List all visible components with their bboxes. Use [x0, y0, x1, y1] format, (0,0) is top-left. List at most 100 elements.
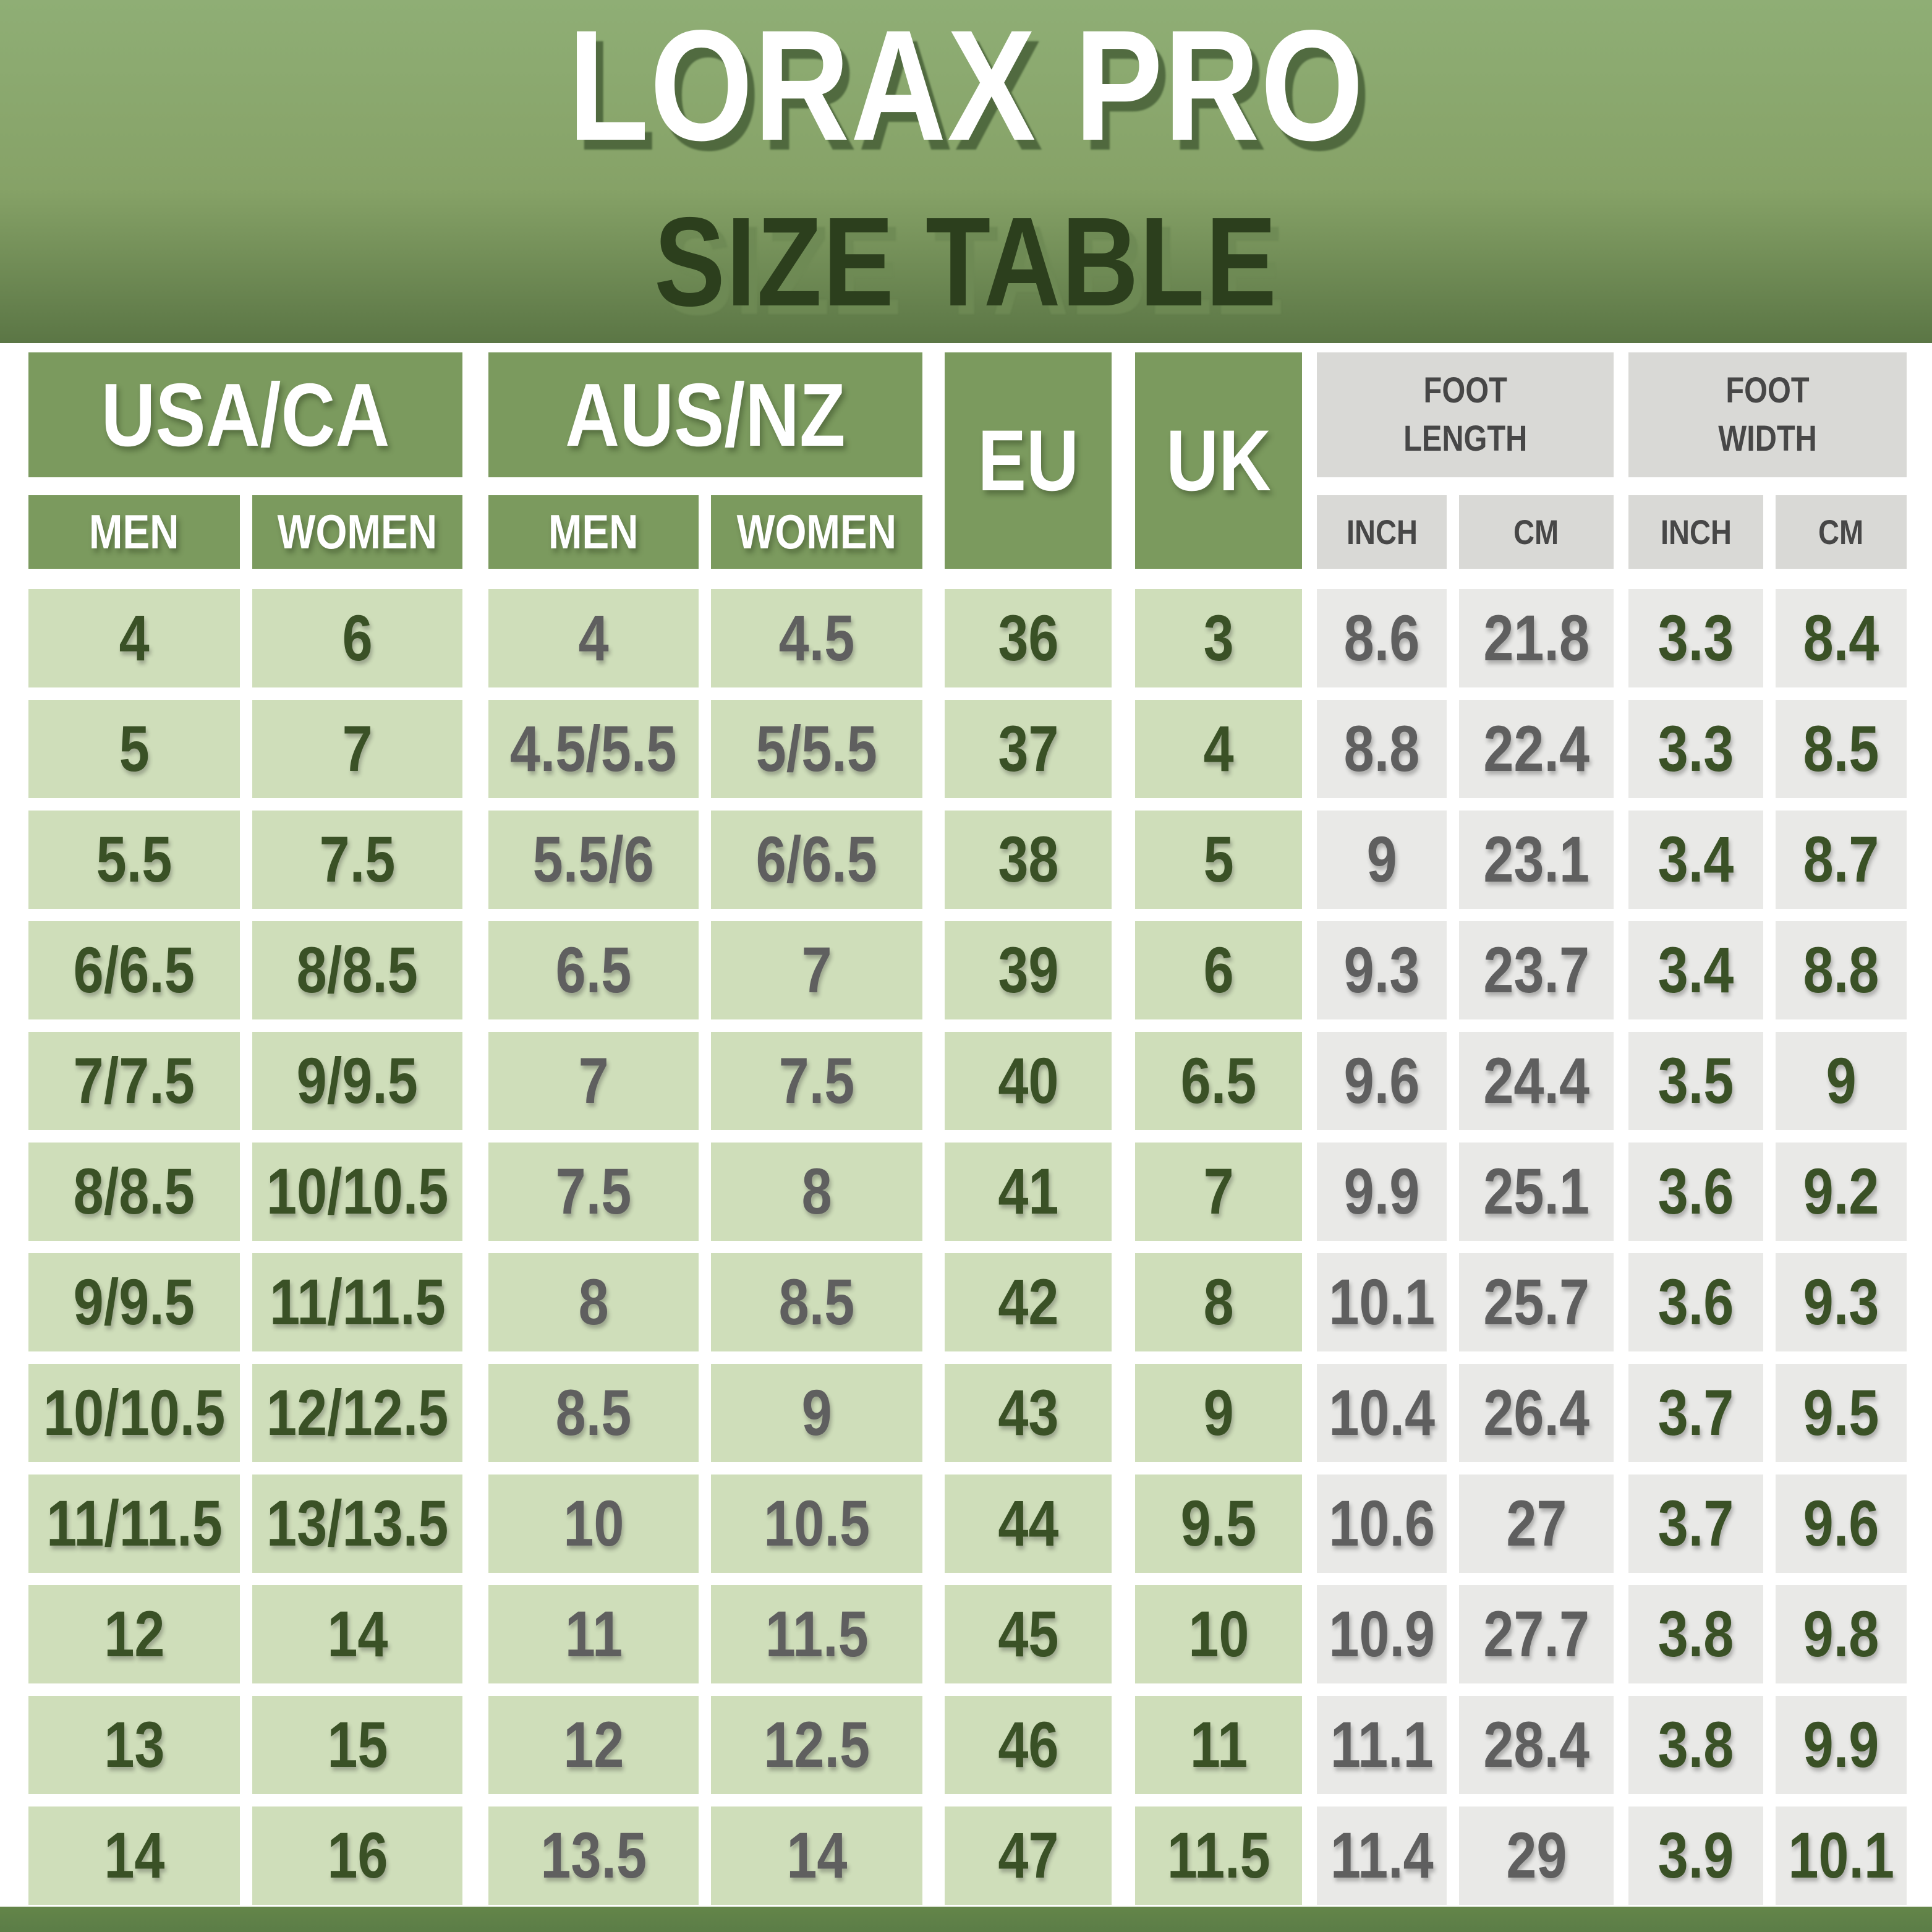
table-cell: 9.6 [1776, 1475, 1907, 1573]
col-group-foot-width-label: FOOT WIDTH [1718, 370, 1817, 459]
table-cell: 42 [945, 1253, 1112, 1351]
table-cell: 9.5 [1776, 1364, 1907, 1462]
col-group-foot-length-label: FOOT LENGTH [1403, 370, 1528, 459]
col-header-width-inch-label: INCH [1660, 512, 1732, 551]
table-cell: 10/10.5 [252, 1143, 462, 1241]
cell-value: 3.5 [1658, 1044, 1734, 1117]
page-subtitle-text: SIZE TABLE [654, 191, 1278, 333]
cell-value: 7 [342, 712, 373, 785]
cell-value: 8 [1203, 1266, 1234, 1338]
cell-value: 9.5 [1803, 1376, 1879, 1449]
cell-value: 11.1 [1330, 1708, 1434, 1781]
cell-value: 13 [103, 1708, 165, 1781]
cell-value: 12 [563, 1708, 624, 1781]
cell-value: 3.4 [1658, 823, 1734, 896]
cell-value: 8 [801, 1155, 832, 1228]
cell-value: 5/5.5 [755, 712, 878, 785]
table-cell: 8.8 [1776, 921, 1907, 1019]
cell-value: 5 [119, 712, 150, 785]
cell-value: 6/6.5 [755, 823, 878, 896]
table-cell: 15 [252, 1696, 462, 1794]
table-cell: 10 [488, 1475, 699, 1573]
cell-value: 8/8.5 [73, 1155, 195, 1228]
col-header-width-cm-label: CM [1818, 512, 1864, 551]
cell-value: 43 [997, 1376, 1059, 1449]
table-cell: 4.5 [711, 589, 922, 687]
cell-value: 14 [786, 1819, 848, 1892]
table-cell: 10.5 [711, 1475, 922, 1573]
cell-value: 11/11.5 [269, 1266, 446, 1338]
col-group-usa-ca: USA/CA [28, 352, 462, 477]
cell-value: 5.5 [96, 823, 172, 896]
table-cell: 6 [252, 589, 462, 687]
table-cell: 7 [711, 921, 922, 1019]
table-cell: 8.8 [1317, 700, 1447, 798]
cell-value: 9 [1366, 823, 1397, 896]
cell-value: 27 [1505, 1487, 1567, 1560]
table-cell: 13 [28, 1696, 240, 1794]
table-cell: 44 [945, 1475, 1112, 1573]
table-cell: 3.7 [1628, 1475, 1763, 1573]
table-cell: 3.8 [1628, 1696, 1763, 1794]
cell-value: 7 [1203, 1155, 1234, 1228]
cell-value: 3.4 [1658, 934, 1734, 1006]
size-table: USA/CA AUS/NZ EU UK FOOT LENGTH FOOT WID… [28, 352, 1907, 1905]
cell-value: 9.8 [1803, 1598, 1879, 1670]
table-cell: 10.9 [1317, 1585, 1447, 1683]
table-cell: 11.5 [711, 1585, 922, 1683]
table-cell: 3.6 [1628, 1253, 1763, 1351]
col-group-aus-nz-label: AUS/NZ [565, 364, 846, 465]
table-cell: 24.4 [1459, 1032, 1614, 1130]
table-cell: 9.9 [1776, 1696, 1907, 1794]
cell-value: 14 [326, 1598, 388, 1670]
table-cell: 12.5 [711, 1696, 922, 1794]
col-group-usa-ca-label: USA/CA [101, 364, 390, 465]
col-group-foot-length: FOOT LENGTH [1317, 352, 1614, 477]
table-cell: 9.5 [1135, 1475, 1302, 1573]
cell-value: 6/6.5 [73, 934, 195, 1006]
table-cell: 9 [711, 1364, 922, 1462]
col-header-aus-men-label: MEN [548, 504, 639, 559]
table-cell: 8.5 [488, 1364, 699, 1462]
table-cell: 8.4 [1776, 589, 1907, 687]
cell-value: 10 [1188, 1598, 1249, 1670]
table-cell: 43 [945, 1364, 1112, 1462]
cell-value: 11.4 [1330, 1819, 1434, 1892]
cell-value: 3.3 [1658, 712, 1734, 785]
table-cell: 4 [28, 589, 240, 687]
cell-value: 10 [563, 1487, 624, 1560]
cell-value: 6.5 [1180, 1044, 1257, 1117]
table-cell: 5.5 [28, 811, 240, 909]
cell-value: 9.9 [1343, 1155, 1420, 1228]
cell-value: 6 [342, 602, 373, 674]
table-cell: 22.4 [1459, 700, 1614, 798]
table-cell: 46 [945, 1696, 1112, 1794]
table-cell: 6/6.5 [28, 921, 240, 1019]
table-cell: 9/9.5 [28, 1253, 240, 1351]
table-cell: 39 [945, 921, 1112, 1019]
table-cell: 8.6 [1317, 589, 1447, 687]
table-cell: 23.1 [1459, 811, 1614, 909]
table-cell: 41 [945, 1143, 1112, 1241]
col-header-width-cm: CM [1776, 495, 1907, 569]
cell-value: 9/9.5 [296, 1044, 419, 1117]
cell-value: 16 [326, 1819, 388, 1892]
table-cell: 8/8.5 [252, 921, 462, 1019]
cell-value: 9.3 [1343, 934, 1420, 1006]
cell-value: 29 [1505, 1819, 1567, 1892]
table-cell: 11.1 [1317, 1696, 1447, 1794]
col-header-eu: EU [945, 352, 1112, 569]
table-cell: 36 [945, 589, 1112, 687]
cell-value: 37 [997, 712, 1059, 785]
table-cell: 29 [1459, 1806, 1614, 1905]
table-cell: 5 [1135, 811, 1302, 909]
table-cell: 23.7 [1459, 921, 1614, 1019]
cell-value: 27.7 [1483, 1598, 1589, 1670]
cell-value: 47 [997, 1819, 1059, 1892]
cell-value: 7.5 [319, 823, 396, 896]
table-cell: 7.5 [488, 1143, 699, 1241]
cell-value: 4.5/5.5 [510, 712, 677, 785]
table-cell: 45 [945, 1585, 1112, 1683]
cell-value: 11 [564, 1598, 623, 1670]
table-cell: 9/9.5 [252, 1032, 462, 1130]
